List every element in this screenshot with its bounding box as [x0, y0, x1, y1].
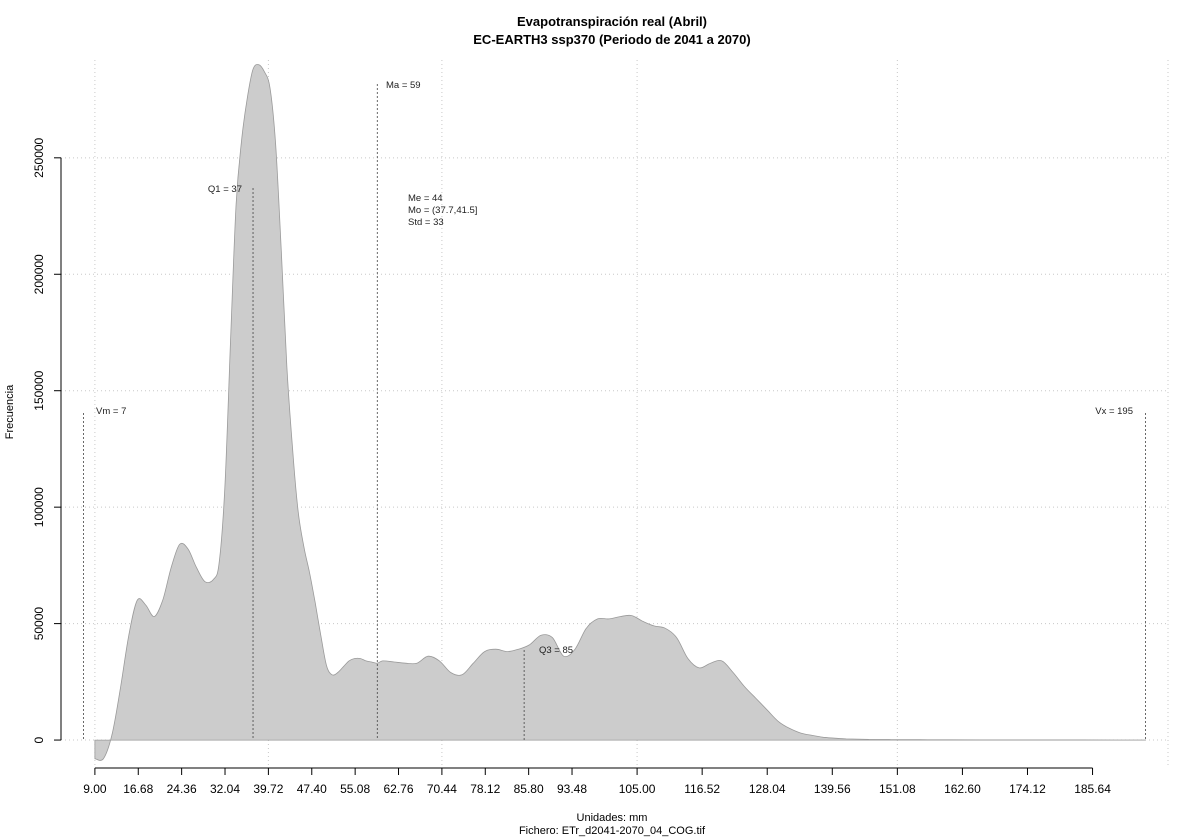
stat-marker-label: Vx = 195	[1095, 406, 1133, 417]
x-tick-label: 55.08	[340, 782, 370, 796]
axes: 9.00 16.68 24.36 32.04 39.72 47.40 55.08 62.76 7…	[32, 137, 1111, 796]
stat-marker-label: Ma = 59	[386, 80, 421, 91]
x-tick-label: 162.60	[944, 782, 981, 796]
x-tick-label: 185.64	[1074, 782, 1111, 796]
x-tick-label: 85.80	[514, 782, 544, 796]
stat-marker-label: Vm = 7	[96, 406, 126, 417]
stat-std-label: Std = 33	[408, 217, 444, 228]
x-tick-label: 47.40	[297, 782, 327, 796]
x-tick-label: 9.00	[83, 782, 107, 796]
density-series	[94, 64, 1146, 761]
x-tick-label: 39.72	[253, 782, 283, 796]
stat-mode-label: Mo = (37.7,41.5]	[408, 205, 477, 216]
y-tick-label: 0	[32, 736, 46, 743]
chart-subtitle: EC-EARTH3 ssp370 (Periodo de 2041 a 2070…	[473, 32, 750, 47]
x-tick-label: 70.44	[427, 782, 457, 796]
y-tick-label: 150000	[32, 370, 46, 410]
x-tick-label: 62.76	[384, 782, 414, 796]
y-tick-label: 250000	[32, 137, 46, 177]
y-tick-label: 200000	[32, 254, 46, 294]
x-axis-label: Unidades: mm	[577, 812, 648, 824]
x-tick-label: 116.52	[684, 782, 720, 796]
x-tick-label: 93.48	[557, 782, 587, 796]
x-tick-label: 105.00	[619, 782, 656, 796]
y-tick-label: 50000	[32, 607, 46, 641]
x-tick-label: 128.04	[749, 782, 786, 796]
stat-marker-label: Q1 = 37	[208, 184, 242, 195]
y-axis-label: Frecuencia	[4, 384, 16, 439]
stat-marker-label: Q3 = 85	[539, 645, 573, 656]
chart-title: Evapotranspiración real (Abril)	[517, 14, 707, 29]
stat-markers: Vm = 7 Q1 = 37 Ma = 59 Q3 = 85 Vx = 195	[83, 80, 1146, 741]
x-tick-label: 16.68	[123, 782, 153, 796]
x-tick-label: 139.56	[814, 782, 851, 796]
stat-median-label: Me = 44	[408, 193, 443, 204]
x-tick-label: 151.08	[879, 782, 916, 796]
x-tick-label: 174.12	[1009, 782, 1046, 796]
x-tick-label: 32.04	[210, 782, 240, 796]
footer-filename: Fichero: ETr_d2041-2070_04_COG.tif	[519, 825, 706, 837]
x-tick-label: 24.36	[167, 782, 197, 796]
y-tick-label: 100000	[32, 487, 46, 527]
density-area	[94, 64, 1146, 761]
x-tick-label: 78.12	[470, 782, 500, 796]
